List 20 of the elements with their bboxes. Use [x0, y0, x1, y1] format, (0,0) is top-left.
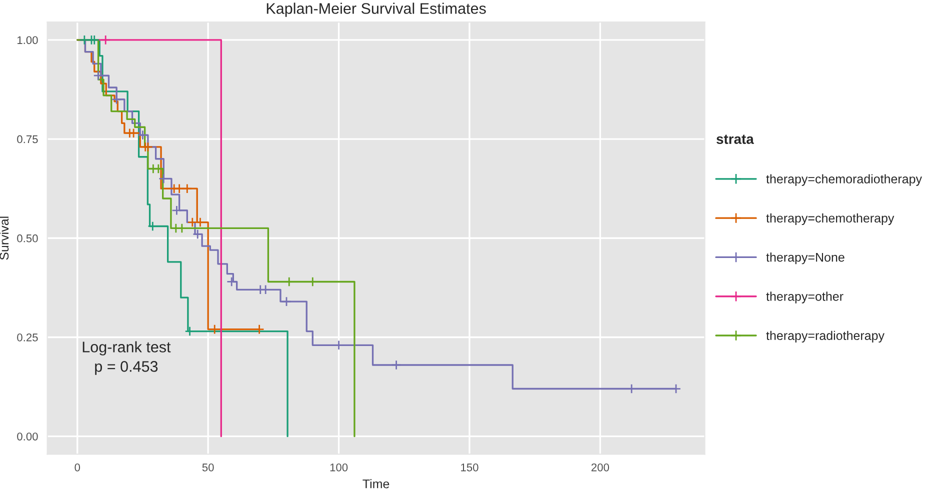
x-tick-label: 100: [330, 463, 348, 472]
y-tick-label: 0.00: [17, 432, 38, 440]
x-tick-label: 150: [461, 463, 478, 472]
chart-title: Kaplan-Meier Survival Estimates: [266, 2, 486, 17]
x-axis-title: Time: [362, 479, 390, 488]
y-tick-label: 0.50: [17, 234, 38, 242]
annotation: Log-rank test: [82, 341, 171, 356]
x-tick-label: 200: [591, 463, 610, 472]
legend-label: therapy=None: [766, 252, 844, 264]
legend-label: therapy=radiotherapy: [766, 330, 884, 342]
legend-label: therapy=chemotherapy: [766, 213, 894, 226]
x-tick-label: 50: [202, 463, 214, 472]
y-tick-label: 0.25: [17, 334, 38, 342]
x-tick-label: 0: [74, 463, 80, 472]
y-tick-label: 1.00: [17, 36, 38, 44]
legend-label: therapy=chemoradiotherapy: [766, 174, 922, 186]
annotation: p = 0.453: [95, 361, 158, 375]
legend-title: strata: [716, 134, 754, 144]
y-tick-label: 0.75: [17, 135, 38, 144]
legend-label: therapy=other: [766, 292, 844, 304]
